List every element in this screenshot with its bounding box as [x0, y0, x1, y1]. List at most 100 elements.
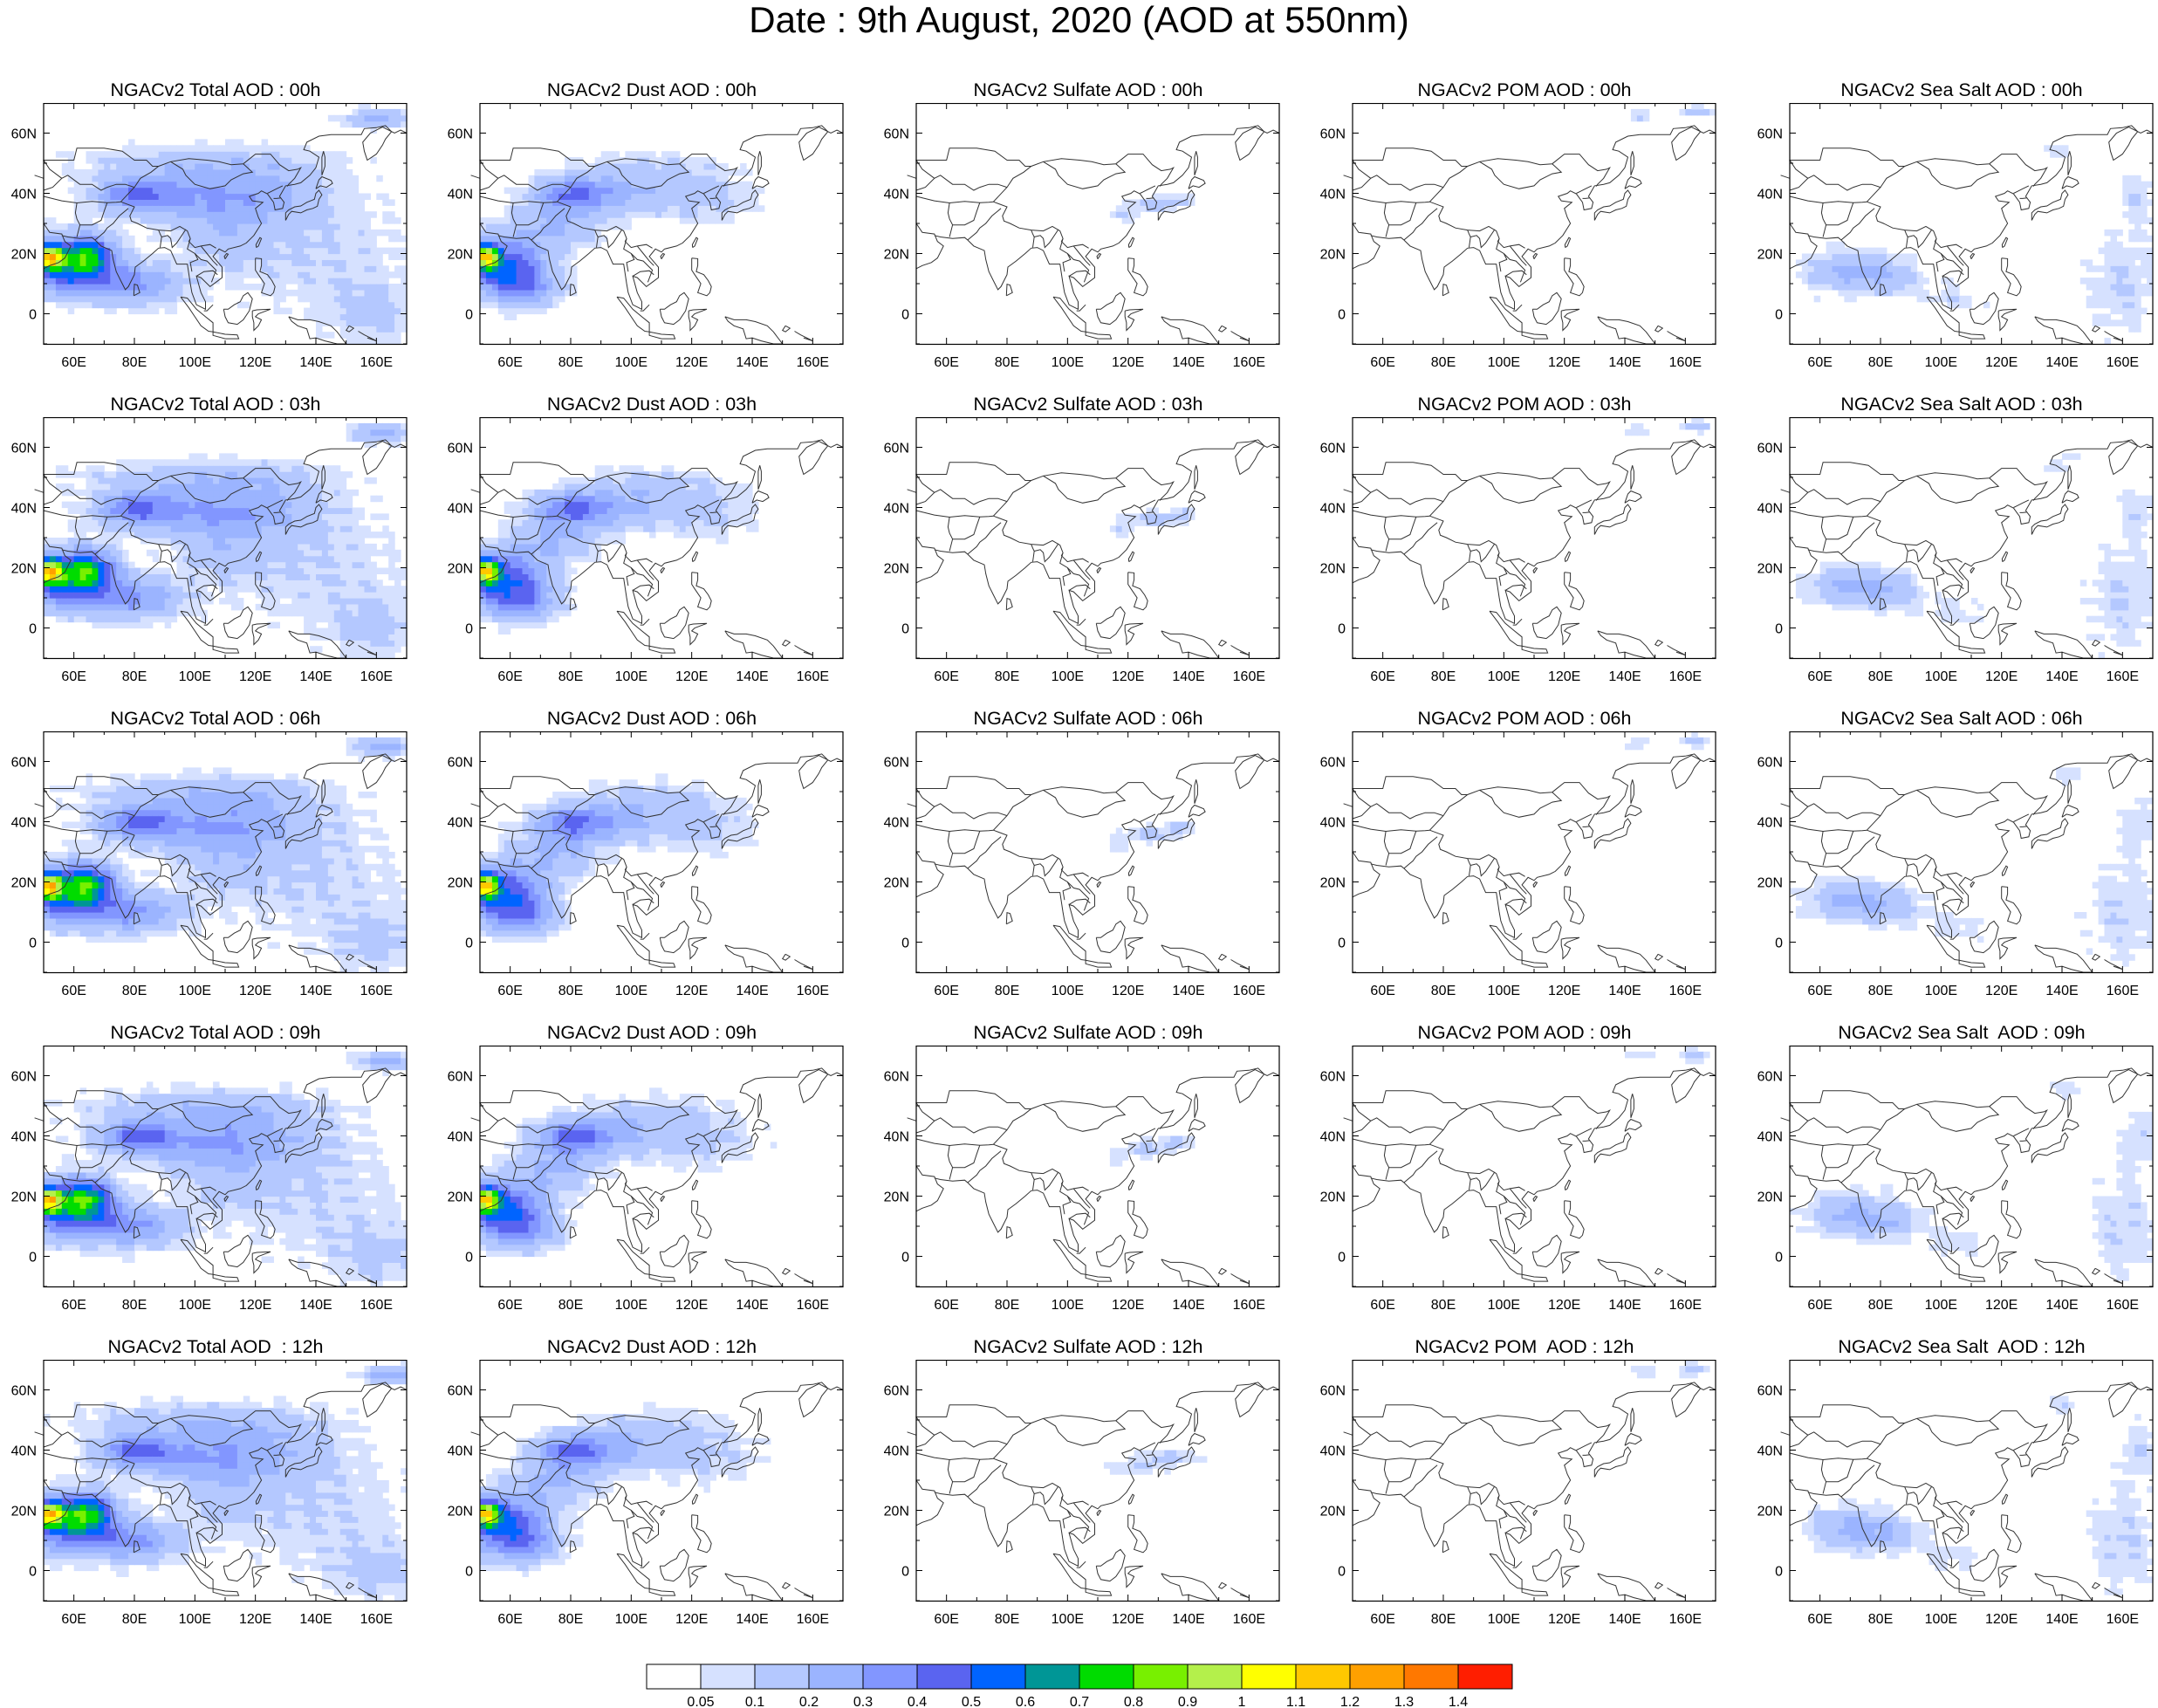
aod-cell	[582, 549, 590, 557]
coastline	[2019, 197, 2028, 199]
aod-cell	[267, 555, 274, 563]
aod-cell	[558, 259, 565, 266]
aod-cell	[188, 453, 195, 460]
aod-cell	[388, 284, 395, 291]
aod-cell	[98, 223, 105, 230]
aod-cell	[86, 217, 92, 224]
aod-cell	[2110, 301, 2117, 309]
aod-cell	[540, 301, 547, 309]
aod-cell	[116, 549, 123, 557]
aod-cell	[734, 193, 741, 200]
aod-cell	[709, 199, 716, 206]
aod-cell	[261, 543, 269, 551]
aod-cell	[2110, 241, 2117, 249]
aod-cell	[267, 199, 274, 206]
aod-cell	[116, 477, 123, 484]
aod-cell	[236, 193, 244, 200]
aod-cell	[182, 519, 189, 526]
aod-cell	[304, 603, 311, 611]
aod-cell	[352, 586, 360, 593]
aod-cell	[631, 187, 638, 195]
aod-cell	[298, 459, 305, 466]
aod-cell	[92, 477, 99, 484]
aod-cell	[188, 193, 195, 200]
aod-cell	[516, 229, 524, 237]
aod-cell	[195, 223, 202, 230]
aod-cell	[661, 211, 668, 218]
aod-cell	[49, 592, 57, 599]
aod-cell	[213, 573, 220, 580]
aod-cell	[613, 211, 620, 218]
aod-cell	[588, 229, 596, 237]
aod-cell	[279, 525, 286, 532]
aod-cell	[358, 235, 365, 243]
aod-cell	[79, 247, 87, 255]
aod-cell	[571, 549, 578, 557]
aod-cell	[2079, 278, 2087, 285]
aod-cell	[504, 205, 511, 212]
aod-cell	[661, 175, 668, 182]
x-tick-label: 80E	[122, 355, 147, 370]
aod-cell	[571, 555, 578, 563]
coastline	[1127, 237, 1135, 249]
aod-cell	[339, 538, 347, 545]
aod-cell	[158, 592, 166, 599]
aod-cell	[516, 532, 524, 538]
aod-cell	[310, 567, 317, 574]
aod-cell	[358, 634, 365, 641]
aod-cell	[61, 573, 69, 580]
aod-cell	[128, 483, 135, 490]
aod-cell	[67, 289, 75, 297]
aod-cell	[327, 193, 335, 200]
aod-cell	[558, 278, 565, 285]
aod-cell	[291, 241, 298, 249]
aod-cell	[116, 507, 123, 514]
aod-cell	[122, 157, 129, 164]
aod-cell	[79, 603, 87, 611]
aod-cell	[485, 538, 493, 545]
aod-cell	[92, 567, 99, 574]
aod-cell	[516, 241, 524, 249]
aod-cell	[134, 187, 141, 195]
aod-cell	[327, 163, 335, 170]
aod-cell	[358, 555, 365, 563]
aod-cell	[92, 199, 99, 206]
aod-cell	[1844, 259, 1851, 266]
coastline	[43, 537, 72, 584]
aod-cell	[339, 567, 347, 574]
aod-cell	[370, 120, 377, 128]
aod-cell	[86, 465, 92, 472]
aod-cell	[352, 429, 360, 436]
aod-cell	[619, 223, 626, 230]
aod-cell	[333, 549, 341, 557]
aod-cell	[552, 567, 559, 574]
aod-cell	[104, 205, 111, 212]
aod-cell	[213, 247, 220, 255]
aod-cell	[79, 561, 87, 569]
aod-cell	[600, 465, 608, 472]
aod-cell	[195, 145, 202, 152]
aod-cell	[613, 501, 620, 509]
coastline	[255, 551, 263, 563]
aod-cell	[346, 187, 353, 195]
aod-cell	[291, 603, 298, 611]
aod-cell	[600, 235, 608, 243]
aod-cell	[73, 532, 81, 538]
aod-cell	[182, 217, 189, 224]
aod-cell	[485, 289, 493, 297]
aod-cell	[1170, 199, 1177, 206]
aod-cell	[86, 513, 92, 520]
aod-cell	[285, 163, 292, 170]
aod-cell	[225, 495, 232, 503]
aod-cell	[333, 271, 341, 278]
aod-cell	[370, 561, 377, 569]
aod-cell	[285, 307, 292, 315]
aod-cell	[201, 193, 208, 200]
aod-cell	[116, 598, 123, 605]
aod-cell	[528, 598, 535, 605]
aod-cell	[152, 235, 160, 243]
aod-cell	[346, 519, 353, 526]
aod-cell	[321, 549, 329, 557]
aod-cell	[558, 175, 565, 182]
aod-cell	[116, 157, 123, 164]
